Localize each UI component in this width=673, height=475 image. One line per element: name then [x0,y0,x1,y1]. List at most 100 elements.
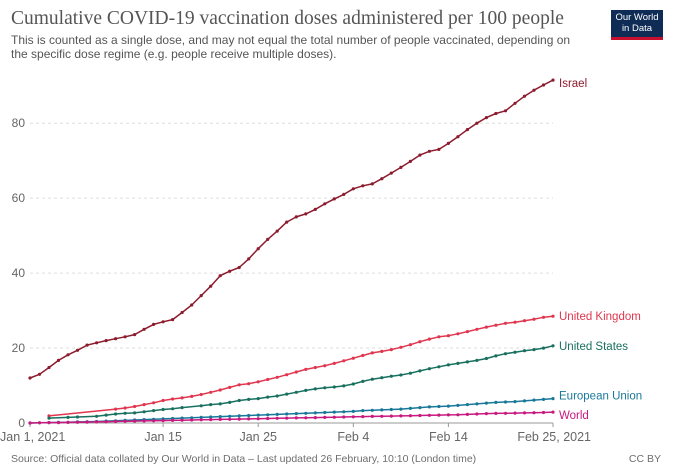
license-link[interactable]: CC BY [628,453,661,465]
data-point [399,414,403,418]
data-point [313,387,317,391]
data-point [465,330,469,334]
data-point [266,237,270,241]
data-point [294,390,298,394]
data-point [199,418,203,422]
data-point [332,415,336,419]
data-point [522,349,527,353]
series-label: European Union [559,391,642,403]
data-point [551,397,555,401]
data-point [266,413,270,417]
data-point [37,421,42,425]
data-point [190,394,194,398]
data-point [285,416,289,420]
data-point [465,403,469,407]
data-point [171,418,175,422]
data-point [104,413,108,417]
data-point [114,419,118,424]
data-point [275,394,279,398]
y-tick-label: 40 [12,266,26,280]
data-point [275,375,279,379]
data-point [342,410,346,414]
data-point [294,412,298,416]
data-point [323,364,327,368]
data-point [446,141,450,145]
data-point [399,165,403,169]
data-point [380,408,384,412]
data-point [503,400,508,404]
data-point [370,414,374,418]
data-point [418,340,422,344]
data-point [37,372,42,376]
chart-subtitle: This is counted as a single dose, and ma… [11,33,571,61]
data-point [427,413,431,417]
data-point [351,382,355,386]
data-point [180,418,184,422]
data-point [237,414,241,418]
data-point [275,229,279,233]
data-point [294,416,298,420]
y-tick-label: 0 [18,416,25,430]
data-point [247,382,251,386]
data-point [304,411,308,415]
data-point [256,417,260,421]
data-point [380,414,384,418]
data-point [161,419,165,423]
data-point [408,406,412,410]
data-point [114,407,118,411]
data-point [484,412,488,416]
data-point [408,371,412,375]
data-point [551,344,555,348]
data-point [532,398,536,402]
data-point [209,390,213,394]
data-point [313,416,317,420]
data-point [47,421,51,425]
data-point [218,388,222,392]
data-point [342,415,346,419]
data-point [551,410,555,414]
data-point [171,407,175,411]
data-point [133,419,137,423]
data-point [28,376,32,380]
data-point [361,409,365,413]
data-point [475,402,479,406]
data-point [161,320,165,324]
data-point [133,404,137,409]
data-point [180,396,184,400]
data-point [522,411,527,415]
data-point [551,78,555,82]
data-point [532,348,536,352]
data-point [446,404,450,408]
data-point [380,376,384,380]
owid-logo[interactable]: Our World in Data [611,10,663,40]
data-point [75,415,80,419]
data-point [266,377,270,382]
data-point [133,333,137,337]
data-point [361,184,365,188]
data-point [237,398,241,403]
data-point [361,379,365,383]
data-point [465,412,469,416]
data-point [75,420,80,424]
data-point [66,420,70,424]
data-point [361,353,365,358]
data-point [313,207,317,211]
data-point [190,303,194,307]
data-point [370,182,374,186]
data-point [399,407,403,411]
data-point [484,325,488,329]
data-point [332,361,336,365]
data-point [256,247,260,251]
data-point [332,385,336,389]
data-point [370,351,374,355]
data-point [237,265,241,270]
data-point [228,417,232,421]
data-point [304,212,308,216]
data-point [532,88,536,92]
data-point [427,405,431,409]
data-point [484,116,488,120]
logo-line-2: in Data [621,23,653,34]
data-point [475,121,479,125]
data-point [228,385,232,389]
